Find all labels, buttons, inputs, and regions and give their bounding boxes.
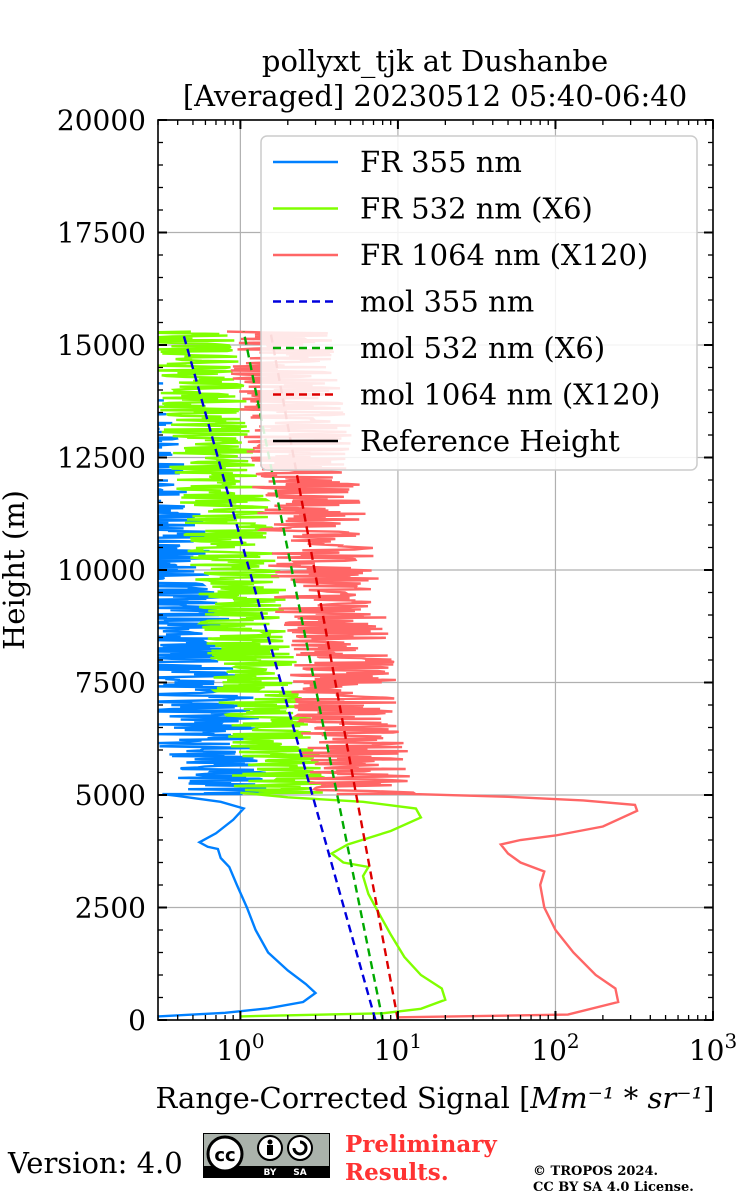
legend-entry: mol 1064 nm (X120) (360, 378, 661, 412)
preliminary-line1: Preliminary (345, 1131, 497, 1158)
legend-box (260, 135, 698, 471)
legend-entry: FR 1064 nm (X120) (360, 238, 648, 272)
chart-title-line2: [Averaged] 20230512 05:40-06:40 (183, 79, 687, 113)
y-tick-label: 2500 (75, 892, 146, 925)
y-tick-labels: 0 2500 5000 7500 10000 12500 15000 17500 20000 (57, 104, 146, 1037)
chart-title: pollyxt_tjk at Dushanbe [Averaged] 20230… (183, 44, 687, 113)
x-axis-label: Range-Corrected Signal [Mm⁻¹ * sr⁻¹] (156, 1081, 715, 1115)
cc-icon (206, 1135, 244, 1173)
badge-by: BY (264, 1168, 277, 1178)
legend-entry: Reference Height (360, 424, 620, 458)
axis-ticks (157, 119, 714, 1021)
chart-title-line1: pollyxt_tjk at Dushanbe (262, 44, 608, 79)
share-alike-icon (287, 1135, 313, 1161)
y-tick-label: 10000 (57, 554, 146, 587)
copyright-notice: © TROPOS 2024. CC BY SA 4.0 License. (533, 1164, 694, 1196)
y-tick-label: 5000 (75, 779, 146, 812)
legend-entry: FR 532 nm (X6) (360, 192, 593, 226)
x-axis-unit: Mm⁻¹ * sr⁻¹ (529, 1081, 703, 1115)
lidar-profile-chart: pollyxt_tjk at Dushanbe [Averaged] 20230… (0, 44, 737, 1115)
x-tick-label: 103 (689, 1029, 737, 1067)
series-line (158, 382, 318, 1018)
y-tick-label: 12500 (57, 442, 146, 475)
y-tick-label: 17500 (57, 217, 146, 250)
version-label: Version: 4.0 (8, 1146, 183, 1180)
y-axis-label: Height (m) (0, 490, 31, 650)
legend-entry: FR 355 nm (360, 145, 522, 179)
y-tick-label: 20000 (57, 104, 146, 137)
copyright-line2: CC BY SA 4.0 License. (533, 1180, 694, 1195)
x-tick-labels: 100 101 102 103 (216, 1029, 737, 1067)
x-tick-label: 101 (374, 1029, 422, 1067)
legend-entry: mol 532 nm (X6) (360, 331, 605, 365)
y-tick-label: 0 (128, 1004, 146, 1037)
x-tick-label: 102 (531, 1029, 579, 1067)
preliminary-line2: Results. (345, 1159, 449, 1186)
legend-entry: mol 355 nm (360, 285, 534, 319)
cc-by-sa-badge: cc BY SA (203, 1133, 330, 1178)
preliminary-notice: Preliminary Results. (345, 1131, 497, 1187)
x-tick-label: 100 (216, 1029, 264, 1067)
series-line (181, 331, 377, 1020)
cc-text: cc (214, 1145, 235, 1166)
y-tick-label: 15000 (57, 329, 146, 362)
x-axis-label-close: ] (703, 1081, 714, 1115)
legend: FR 355 nm FR 532 nm (X6) FR 1064 nm (X120)… (260, 135, 698, 471)
y-tick-label: 7500 (75, 667, 146, 700)
copyright-line1: © TROPOS 2024. (533, 1164, 659, 1179)
badge-sa: SA (293, 1168, 306, 1178)
